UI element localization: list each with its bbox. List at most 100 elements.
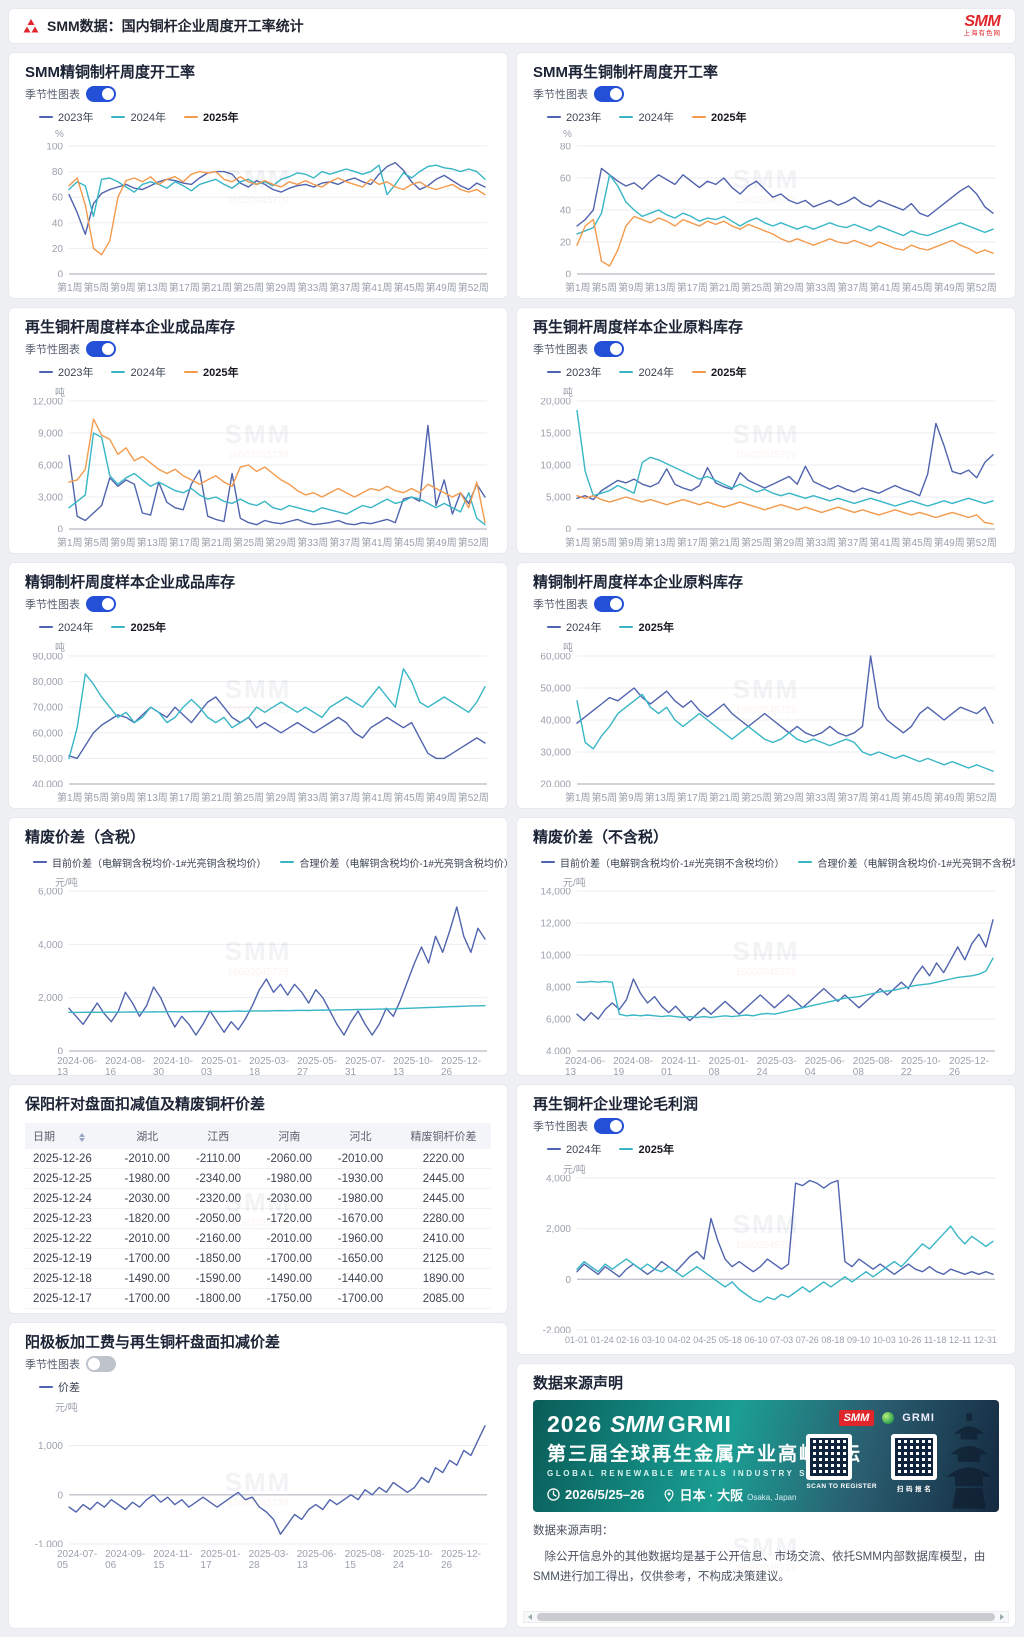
seasonal-toggle[interactable]	[86, 341, 116, 357]
svg-text:0: 0	[565, 1275, 571, 1286]
summit-banner[interactable]: 2026 SMM GRMI 第三届全球再生金属产业高峰论坛 GLOBAL RENEW…	[533, 1400, 999, 1512]
legend-item[interactable]: 2023年	[547, 364, 601, 380]
qr-register[interactable]: SCAN TO REGISTER	[806, 1434, 877, 1493]
svg-text:10,000: 10,000	[540, 951, 571, 962]
x-tick-label: 2025-12-26	[441, 1056, 482, 1076]
x-tick-label: 第21周	[708, 283, 740, 294]
horizontal-scrollbar[interactable]	[523, 1611, 1009, 1623]
legend-item[interactable]: 2025年	[183, 364, 238, 380]
qr-signup[interactable]: 扫 码 报 名	[891, 1434, 937, 1493]
legend-item[interactable]: 合理价差（电解铜含税均价-1#光亮铜不含税均价）	[798, 855, 1015, 870]
seasonal-toggle[interactable]	[594, 86, 624, 102]
sort-icon[interactable]	[79, 1132, 85, 1142]
x-tick-label: 2025-03-18	[249, 1056, 290, 1076]
x-tick-label: 第13周	[136, 793, 168, 804]
table-cell: -1800.00	[182, 1288, 254, 1309]
legend-item[interactable]: 2024年	[619, 364, 674, 380]
legend-item[interactable]: 2025年	[111, 619, 166, 635]
table-cell: 2025-12-18	[25, 1268, 112, 1289]
smm-logo-text: SMM	[964, 13, 1001, 31]
legend-item[interactable]: 合理价差（电解铜含税均价-1#光亮铜含税均价）	[280, 855, 507, 870]
scroll-left-arrow-icon[interactable]	[524, 1612, 536, 1622]
table-cell: -1490.00	[253, 1268, 325, 1289]
seasonal-toggle[interactable]	[86, 1356, 116, 1372]
x-tick-label: 第13周	[644, 283, 676, 294]
right-column: SMM再生铜制杆周度开工率 季节性图表 2023年 2024年 2025年% 80 60 40…	[516, 52, 1016, 1628]
x-tick-label: 2025-03-24	[756, 1056, 797, 1076]
scrollbar-thumb[interactable]	[537, 1613, 995, 1621]
banner-smm-logo: SMM	[838, 1410, 875, 1426]
x-tick-label: 08-18	[821, 1335, 845, 1345]
legend-item[interactable]: 2025年	[183, 109, 238, 125]
x-tick-label: 第1周	[565, 283, 591, 294]
seasonal-toggle-label: 季节性图表	[25, 1359, 80, 1371]
panel-title: 精废价差（不含税）	[533, 829, 669, 846]
x-tick-label: 第52周	[457, 793, 489, 804]
legend-item[interactable]: 2025年	[691, 364, 746, 380]
panel-deduction-table: 保阳杆对盘面扣减值及精废铜杆价差 SMM 16602045729 日期 湖北 江西河…	[8, 1084, 508, 1314]
legend-item[interactable]: 2025年	[619, 619, 674, 635]
x-tick-label: 第41周	[869, 538, 901, 549]
location-pin-icon	[663, 1489, 675, 1502]
legend-item[interactable]: 2024年	[111, 109, 166, 125]
svg-text:60,000: 60,000	[32, 728, 63, 739]
legend-label: 2025年	[638, 1144, 674, 1156]
svg-text:4,000: 4,000	[546, 1047, 571, 1055]
svg-text:0: 0	[565, 525, 571, 533]
legend-item[interactable]: 2024年	[111, 364, 166, 380]
chart-legend: 目前价差（电解铜含税均价-1#光亮铜含税均价） 合理价差（电解铜含税均价-1#光亮…	[25, 852, 507, 872]
y-axis-unit: 元/吨	[563, 1165, 586, 1176]
x-tick-label: 09-10	[847, 1335, 871, 1345]
legend-item[interactable]: 目前价差（电解铜含税均价-1#光亮铜不含税均价）	[541, 855, 784, 870]
seasonal-toggle-label: 季节性图表	[25, 599, 80, 611]
x-tick-label: 2025-08-15	[344, 1549, 385, 1571]
seasonal-toggle[interactable]	[594, 1118, 624, 1134]
legend-item[interactable]: 2024年	[619, 109, 674, 125]
svg-text:3,000: 3,000	[38, 493, 63, 504]
table-row: 2025-12-22 -2010.00 -2160.00 -2010.00 -1960.…	[25, 1228, 491, 1249]
legend-item[interactable]: 2025年	[619, 1141, 674, 1157]
legend-item[interactable]: 价差	[39, 1379, 80, 1395]
x-tick-label: 2025-07-31	[345, 1056, 386, 1076]
legend-dash-icon	[39, 1386, 53, 1388]
svg-text:0: 0	[57, 1490, 63, 1501]
x-tick-label: 第5周	[591, 538, 618, 549]
x-tick-label: 12-11	[948, 1335, 972, 1345]
x-tick-label: 第5周	[83, 283, 110, 294]
x-tick-label: 第9周	[618, 538, 644, 549]
deduction-table-body: 2025-12-26 -2010.00 -2110.00 -2060.00 -2010.…	[25, 1149, 491, 1313]
svg-text:-2,000: -2,000	[543, 1326, 572, 1334]
svg-text:12,000: 12,000	[540, 919, 571, 930]
scroll-right-arrow-icon[interactable]	[996, 1612, 1008, 1622]
seasonal-toggle[interactable]	[594, 596, 624, 612]
legend-item[interactable]: 2023年	[547, 109, 601, 125]
legend-item[interactable]: 目前价差（电解铜含税均价-1#光亮铜含税均价）	[33, 855, 266, 870]
seasonal-toggle[interactable]	[86, 86, 116, 102]
legend-item[interactable]: 2024年	[39, 619, 93, 635]
legend-item[interactable]: 2025年	[691, 109, 746, 125]
page-title: SMM数据：国内铜杆企业周度开工率统计	[47, 18, 304, 34]
seasonal-toggle[interactable]	[86, 596, 116, 612]
panel-refined-rate: SMM精铜制杆周度开工率 季节性图表 2023年 2024年 2025年% 100 80 60…	[8, 52, 508, 299]
toggle-knob	[102, 598, 114, 610]
qr-code-icon	[810, 1438, 849, 1476]
legend-dash-icon	[280, 861, 295, 863]
x-tick-label: 第13周	[136, 538, 168, 549]
chart-legend: 2023年 2024年 2025年	[25, 362, 491, 382]
column-header-date[interactable]: 日期	[25, 1123, 112, 1149]
legend-label: 2023年	[566, 112, 602, 124]
panel-recycled-raw-inventory: 再生铜杆周度样本企业原料库存 季节性图表 2023年 2024年 2025年吨 20,00…	[516, 307, 1016, 554]
legend-item[interactable]: 2023年	[39, 364, 93, 380]
y-axis-unit: 元/吨	[55, 878, 78, 889]
x-tick-label: 第52周	[457, 283, 489, 294]
legend-item[interactable]: 2024年	[547, 1141, 601, 1157]
x-tick-label: 10-26	[898, 1335, 922, 1345]
table-row: 2025-12-23 -1820.00 -2050.00 -1720.00 -1670.…	[25, 1208, 491, 1229]
panel-recycled-rate: SMM再生铜制杆周度开工率 季节性图表 2023年 2024年 2025年% 80 60 40…	[516, 52, 1016, 299]
legend-item[interactable]: 2023年	[39, 109, 93, 125]
seasonal-toggle[interactable]	[594, 341, 624, 357]
legend-dash-icon	[547, 116, 561, 118]
x-tick-label: 第37周	[837, 283, 869, 294]
line-chart: 100 80 60 40 20 0	[46, 143, 487, 277]
legend-item[interactable]: 2024年	[547, 619, 601, 635]
